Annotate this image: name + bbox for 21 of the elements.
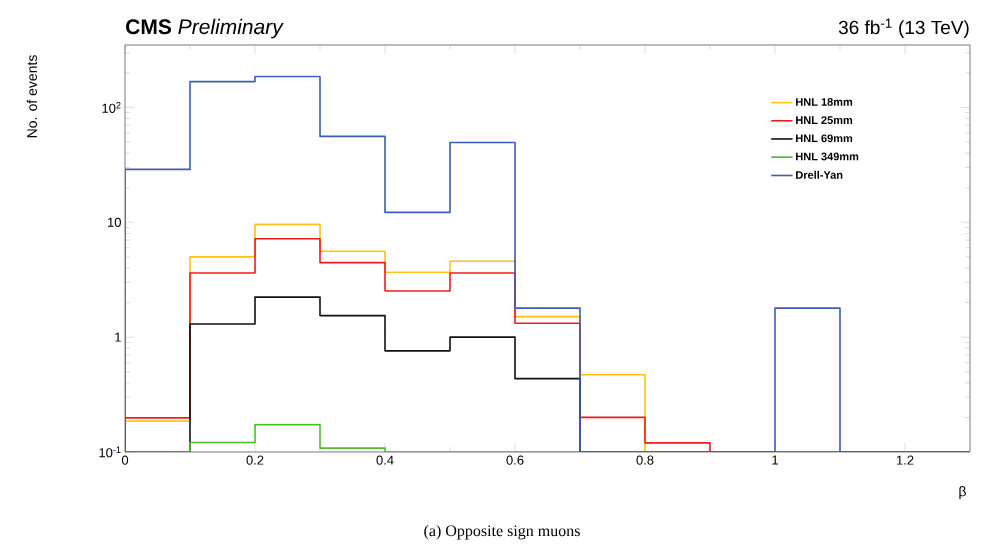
x-tick-label: 1 xyxy=(772,455,778,465)
x-axis-title: β xyxy=(959,486,966,500)
x-tick-label: 0.4 xyxy=(376,455,394,465)
chart-subtitle: 36 fb$^{-1}$ (13 TeV) xyxy=(838,18,969,38)
legend-label: Drell-Yan xyxy=(796,170,843,179)
y-tick-label: 1 xyxy=(115,332,121,342)
legend-label: HNL 18mm xyxy=(796,98,853,106)
y-tick-label: 10$^{2}$ xyxy=(102,102,121,113)
legend-label: HNL 25mm xyxy=(796,116,853,125)
y-tick-label: 10$^{-1}$ xyxy=(99,446,121,458)
y-tick-label: 10 xyxy=(108,217,121,227)
x-tick-label: 0 xyxy=(121,455,129,465)
y-axis-title: No. of events xyxy=(26,55,37,138)
x-tick-label: 0.6 xyxy=(506,455,524,465)
x-tick-label: 1.2 xyxy=(896,455,914,465)
legend-label: HNL 69mm xyxy=(796,134,853,143)
text: (a) Opposite sign muons xyxy=(424,524,580,540)
x-tick-label: 0.8 xyxy=(636,455,654,465)
x-tick-label: 0.2 xyxy=(246,455,264,465)
chart-title: CMS Preliminary xyxy=(126,18,284,39)
legend-label: HNL 349mm xyxy=(796,152,859,161)
